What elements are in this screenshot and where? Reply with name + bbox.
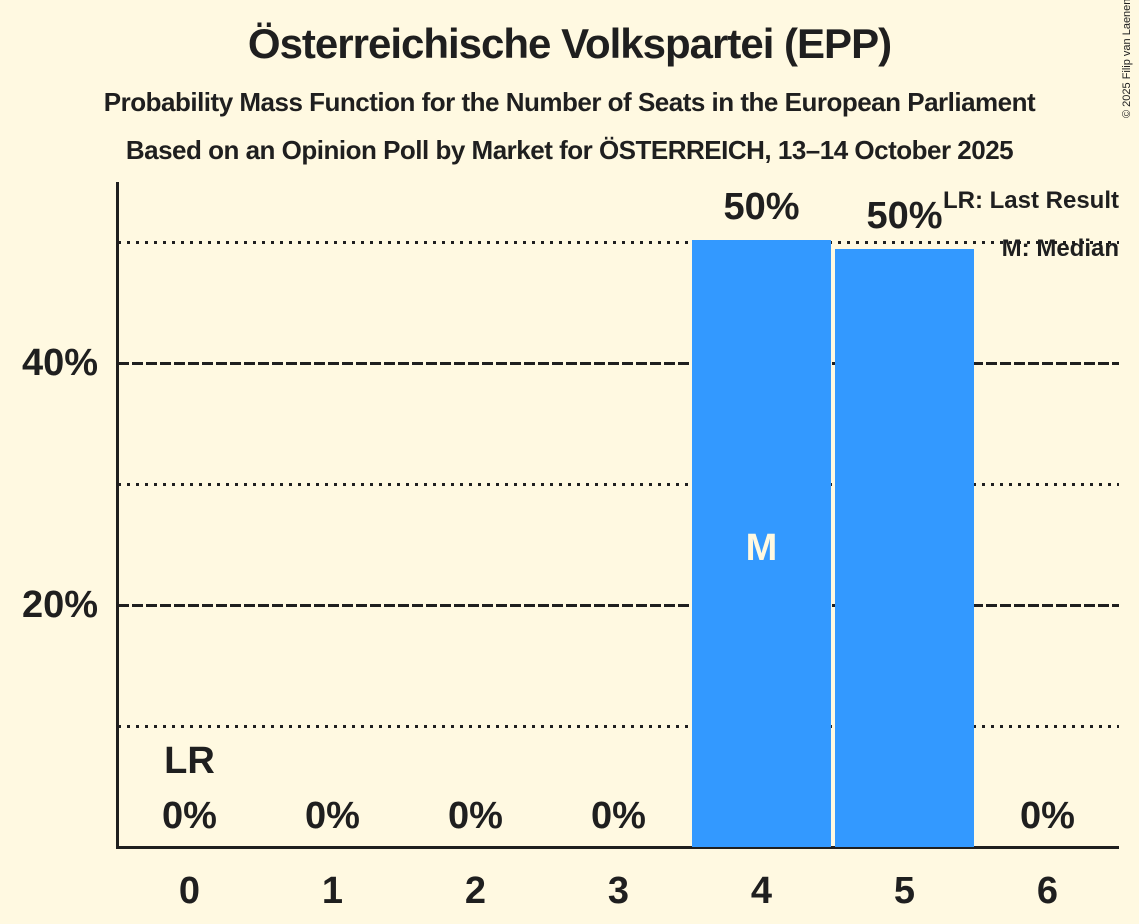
x-tick-label-1: 1: [321, 870, 344, 912]
chart-subtitle: Probability Mass Function for the Number…: [103, 87, 1036, 117]
y-tick-label-20%: 20%: [21, 584, 98, 626]
value-label-seat-4: 50%: [723, 185, 800, 228]
gridline-dotted-50pct: [118, 240, 1119, 244]
x-axis-line: [116, 846, 1119, 849]
legend-last-result: LR: Last Result: [942, 187, 1119, 214]
last-result-marker: LR: [164, 740, 215, 782]
value-label-seat-3: 0%: [591, 795, 646, 837]
value-label-seat-5: 50%: [866, 195, 943, 238]
gridline-solid-40pct: [118, 361, 1119, 365]
bar-seat-5: [835, 249, 974, 847]
x-tick-label-6: 6: [1036, 870, 1059, 912]
chart-title: Österreichische Volkspartei (EPP): [247, 20, 892, 67]
x-tick-label-2: 2: [464, 870, 487, 912]
bar-seat-4: [692, 239, 831, 847]
y-tick-label-40%: 40%: [21, 342, 98, 384]
gridline-dotted-30pct: [118, 482, 1119, 486]
x-tick-label-3: 3: [607, 870, 630, 912]
legend-median: M: Median: [1001, 235, 1119, 262]
copyright-notice: © 2025 Filip van Laenen: [1121, 0, 1133, 118]
chart-source-subtitle: Based on an Opinion Poll by Market for Ö…: [125, 135, 1014, 165]
x-tick-label-5: 5: [893, 870, 916, 912]
value-label-seat-0: 0%: [162, 795, 217, 837]
value-label-seat-2: 0%: [448, 795, 503, 837]
value-label-seat-6: 0%: [1020, 795, 1075, 837]
x-tick-label-4: 4: [750, 870, 773, 912]
x-tick-label-0: 0: [178, 870, 201, 912]
y-axis-line: [116, 182, 119, 847]
legend: LR: Last Result M: Median: [943, 177, 1119, 273]
gridline-dotted-10pct: [118, 724, 1119, 728]
median-marker: M: [745, 527, 778, 569]
value-label-seat-1: 0%: [305, 795, 360, 837]
gridline-solid-20pct: [118, 603, 1119, 607]
